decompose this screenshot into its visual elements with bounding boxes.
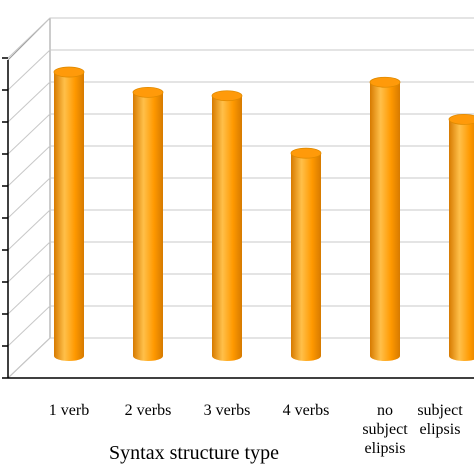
x-tick-label: 1 verb <box>49 402 89 419</box>
bar <box>132 86 164 362</box>
bar <box>290 147 322 361</box>
x-tick-label-line: 4 verbs <box>283 402 330 419</box>
gridline-side <box>7 273 51 315</box>
bar <box>53 66 85 361</box>
gridline-side <box>7 113 51 155</box>
gridlines <box>2 17 474 379</box>
gridline-side <box>7 145 51 187</box>
x-tick-label-line: subject <box>417 402 463 419</box>
x-tick-label: subject elipsis <box>417 402 463 438</box>
bar <box>369 76 401 361</box>
x-tick-label-line: 1 verb <box>49 402 89 419</box>
gridline-side <box>7 305 51 347</box>
x-tick-label-line: 2 verbs <box>125 402 172 419</box>
gridline-side <box>7 177 51 219</box>
bar-body <box>54 72 84 361</box>
x-axis-labels: 1 verb 2 verbs 3 verbs 4 verbs no subject elip… <box>49 402 463 457</box>
gridline-side <box>7 49 51 91</box>
bar-top <box>448 114 474 125</box>
bar-top <box>53 66 85 78</box>
bar-top <box>369 76 401 88</box>
bar-top <box>290 147 322 159</box>
bar-top <box>132 86 164 98</box>
bar-body <box>370 82 400 361</box>
x-tick-label-line: elipsis <box>365 440 406 457</box>
gridline-side <box>7 17 51 59</box>
bars <box>53 66 474 362</box>
bar <box>211 90 243 362</box>
x-axis-title: Syntax structure type <box>109 442 279 464</box>
gridline-side <box>7 209 51 251</box>
x-tick-label-line: 3 verbs <box>204 402 251 419</box>
gridline-side <box>7 337 51 379</box>
x-tick-label: 3 verbs <box>204 402 251 419</box>
gridline-side <box>7 81 51 123</box>
x-tick-label-line: subject <box>362 421 408 438</box>
gridline-side <box>7 241 51 283</box>
x-tick-label-line: no <box>377 402 393 419</box>
bar <box>448 114 474 361</box>
x-tick-label: 2 verbs <box>125 402 172 419</box>
bar-body <box>291 153 321 361</box>
bar-body <box>212 95 242 362</box>
bar-top <box>211 90 243 102</box>
x-tick-label: no subject elipsis <box>362 402 408 457</box>
x-tick-label: 4 verbs <box>283 402 330 419</box>
bar-body <box>449 119 474 361</box>
bar-body <box>133 92 163 362</box>
x-tick-label-line: elipsis <box>420 421 461 438</box>
